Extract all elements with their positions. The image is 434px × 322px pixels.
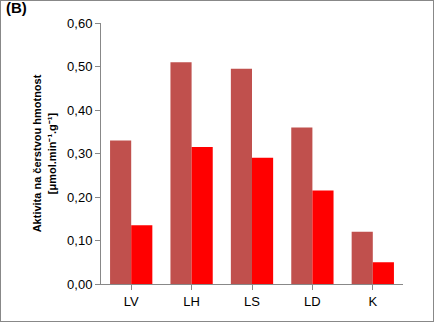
svg-text:0,30: 0,30 <box>67 146 92 161</box>
svg-text:0,40: 0,40 <box>67 103 92 118</box>
svg-text:LD: LD <box>304 294 321 309</box>
svg-text:0,20: 0,20 <box>67 190 92 205</box>
svg-text:LV: LV <box>124 294 139 309</box>
svg-text:LS: LS <box>244 294 260 309</box>
svg-text:LH: LH <box>183 294 200 309</box>
svg-text:K: K <box>368 294 377 309</box>
svg-text:0,10: 0,10 <box>67 233 92 248</box>
svg-text:Aktivita na čerstvou hmotnost[: Aktivita na čerstvou hmotnost[μmol.min⁻¹… <box>31 74 57 232</box>
svg-text:0,60: 0,60 <box>67 16 92 31</box>
svg-text:0,00: 0,00 <box>67 277 92 292</box>
svg-text:(B): (B) <box>6 1 27 16</box>
svg-text:0,50: 0,50 <box>67 59 92 74</box>
